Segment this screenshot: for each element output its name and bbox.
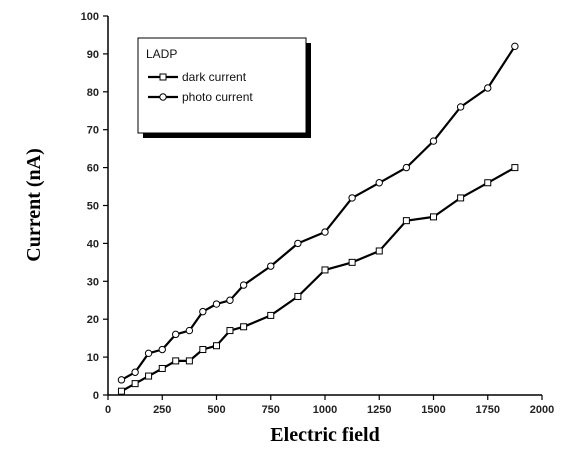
- data-point-dark-current: [402, 217, 410, 225]
- legend-marker-dark-current: [159, 73, 167, 81]
- x-tick-label: 500: [207, 404, 225, 416]
- data-point-dark-current: [430, 213, 437, 221]
- y-axis-label: Current (nA): [23, 148, 45, 262]
- x-tick-label: 1000: [313, 404, 337, 416]
- legend-marker-photo-current: [159, 93, 167, 101]
- y-tick-label: 0: [93, 390, 99, 402]
- data-point-dark-current: [145, 372, 153, 380]
- data-point-photo-current: [511, 42, 519, 51]
- data-point-photo-current: [117, 376, 126, 384]
- legend-title: LADP: [146, 47, 177, 61]
- data-point-photo-current: [199, 307, 207, 316]
- data-point-dark-current: [294, 292, 302, 300]
- y-tick-label: 10: [87, 352, 99, 364]
- data-point-photo-current: [158, 345, 166, 354]
- data-point-photo-current: [144, 349, 153, 358]
- data-point-photo-current: [212, 300, 221, 308]
- data-point-photo-current: [294, 239, 302, 248]
- legend: LADP dark current photo current: [137, 37, 311, 138]
- y-tick-label: 50: [87, 201, 99, 213]
- series-layer: [117, 42, 519, 395]
- data-point-photo-current: [226, 296, 234, 304]
- data-point-photo-current: [484, 84, 492, 92]
- y-tick-label: 30: [87, 276, 99, 288]
- x-tick-label: 2000: [530, 404, 554, 416]
- data-point-dark-current: [226, 327, 234, 335]
- data-point-dark-current: [213, 342, 220, 350]
- data-point-photo-current: [131, 368, 139, 376]
- x-tick-label: 1500: [421, 404, 445, 416]
- data-point-photo-current: [456, 103, 465, 111]
- data-point-photo-current: [429, 137, 438, 145]
- data-point-dark-current: [158, 364, 166, 372]
- data-point-dark-current: [117, 387, 125, 395]
- data-point-photo-current: [267, 262, 275, 270]
- data-point-dark-current: [457, 194, 465, 202]
- data-point-dark-current: [240, 323, 248, 331]
- y-tick-label: 20: [87, 314, 99, 326]
- legend-label-dark-current: dark current: [182, 70, 247, 84]
- data-point-dark-current: [375, 247, 383, 255]
- data-point-dark-current: [131, 380, 139, 388]
- series-photo-current: [117, 42, 519, 384]
- data-point-dark-current: [484, 179, 492, 187]
- y-tick-label: 70: [87, 125, 99, 137]
- x-axis-label: Electric field: [270, 424, 379, 446]
- x-tick-label: 750: [262, 404, 280, 416]
- y-tick-label: 80: [87, 87, 99, 99]
- series-dark-current: [117, 164, 519, 395]
- y-tick-label: 90: [87, 49, 99, 61]
- data-point-photo-current: [172, 330, 180, 339]
- data-point-photo-current: [402, 163, 411, 172]
- x-tick-label: 0: [105, 404, 111, 416]
- data-point-photo-current: [239, 281, 248, 289]
- x-tick-label: 1750: [476, 404, 500, 416]
- data-point-photo-current: [185, 326, 194, 335]
- data-point-dark-current: [348, 258, 356, 266]
- data-point-dark-current: [185, 357, 193, 365]
- y-tick-label: 60: [87, 163, 99, 175]
- data-point-dark-current: [267, 311, 275, 319]
- legend-box: [137, 37, 307, 134]
- data-point-photo-current: [321, 228, 329, 236]
- y-tick-label: 40: [87, 238, 99, 250]
- axes: 0 250 500 750 1000 1250 1500 1750 2000 0 10 20 30 40 5…: [81, 11, 555, 416]
- x-tick-label: 250: [153, 404, 171, 416]
- data-point-dark-current: [511, 164, 519, 172]
- x-tick-label: 1250: [367, 404, 391, 416]
- data-point-dark-current: [199, 346, 207, 354]
- y-tick-label: 100: [81, 11, 99, 23]
- data-point-photo-current: [375, 179, 383, 187]
- legend-label-photo-current: photo current: [182, 90, 253, 104]
- data-point-dark-current: [172, 357, 180, 365]
- data-point-photo-current: [348, 194, 356, 202]
- data-point-dark-current: [321, 266, 329, 274]
